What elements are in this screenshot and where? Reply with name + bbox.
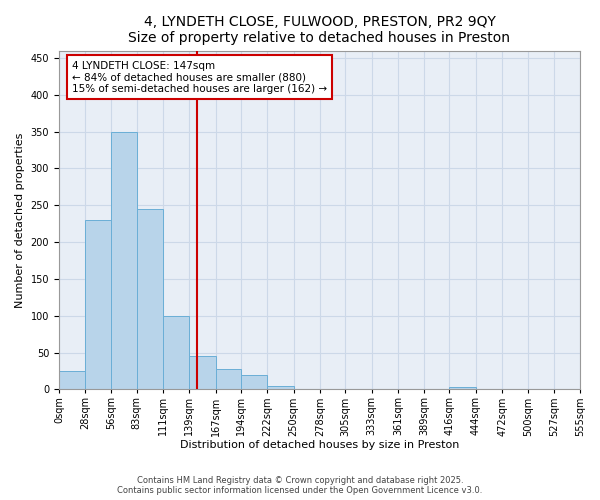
Text: 4 LYNDETH CLOSE: 147sqm
← 84% of detached houses are smaller (880)
15% of semi-d: 4 LYNDETH CLOSE: 147sqm ← 84% of detache… [72, 60, 327, 94]
Bar [59, 371, 85, 390]
Title: 4, LYNDETH CLOSE, FULWOOD, PRESTON, PR2 9QY
Size of property relative to detache: 4, LYNDETH CLOSE, FULWOOD, PRESTON, PR2 … [128, 15, 511, 45]
Bar [137, 209, 163, 390]
Bar [112, 132, 137, 390]
X-axis label: Distribution of detached houses by size in Preston: Distribution of detached houses by size … [180, 440, 459, 450]
Bar [190, 356, 216, 390]
Y-axis label: Number of detached properties: Number of detached properties [15, 132, 25, 308]
Bar [449, 387, 476, 390]
Bar [268, 386, 293, 390]
Bar [85, 220, 112, 390]
Bar [241, 374, 268, 390]
Text: Contains HM Land Registry data © Crown copyright and database right 2025.
Contai: Contains HM Land Registry data © Crown c… [118, 476, 482, 495]
Bar [216, 370, 241, 390]
Bar [163, 316, 190, 390]
